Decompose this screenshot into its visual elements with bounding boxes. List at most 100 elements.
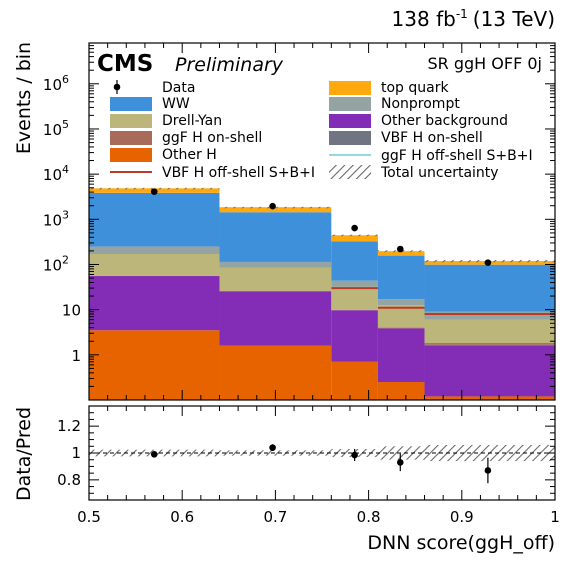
bar-top-2: [331, 235, 378, 242]
ratio-unc-band-3: [377, 446, 425, 460]
bar-nonprompt-3: [377, 299, 425, 306]
bar-WW-0: [89, 192, 220, 247]
bar-nonprompt-2: [331, 280, 378, 287]
bar-ggFon-3: [377, 327, 425, 329]
y-tick-label: 106: [43, 73, 69, 94]
bar-WW-2: [331, 241, 378, 281]
bar-WW-1: [219, 212, 332, 262]
ratio-point-2: [351, 448, 358, 462]
x-tick-label: 1: [550, 508, 560, 526]
legend-item-vbf-off: VBF H off-shell S+B+I: [110, 165, 315, 181]
legend-item-other-bkg: Other background: [329, 113, 508, 129]
y-tick-label: 102: [43, 253, 69, 274]
bar-otherH-0: [89, 330, 220, 400]
ratio-y-tick-label: 0.8: [57, 471, 81, 489]
data-point-3: [396, 245, 404, 253]
data-point-4: [484, 259, 492, 266]
svg-text:ggF H on-shell: ggF H on-shell: [162, 130, 262, 146]
y-tick-label: 103: [43, 208, 69, 229]
bar-nonprompt-0: [89, 246, 220, 254]
svg-text:top quark: top quark: [381, 80, 449, 96]
y-tick-label: 105: [43, 118, 69, 139]
bar-other_bkg-3: [377, 328, 425, 383]
ratio-point-3: [396, 453, 404, 472]
svg-text:Nonprompt: Nonprompt: [381, 96, 460, 112]
bar-other_bkg-0: [89, 276, 220, 331]
svg-text:WW: WW: [162, 96, 190, 112]
bar-DY-3: [377, 305, 425, 328]
legend-item-dy: Drell-Yan: [110, 113, 222, 129]
bar-other_bkg-4: [424, 345, 555, 397]
svg-text:Other background: Other background: [381, 113, 508, 129]
x-tick-label: 0.7: [263, 508, 287, 526]
bar-DY-1: [219, 267, 332, 292]
legend-item-data: Data: [113, 80, 195, 96]
svg-text:Other H: Other H: [162, 147, 217, 163]
bar-DY-0: [89, 253, 220, 276]
cms-label: CMS: [97, 51, 153, 77]
ratio-point-0: [150, 451, 158, 458]
main-x-ticks: [88, 43, 556, 400]
legend-item-ww: WW: [110, 96, 190, 112]
ratio-y-axis: 0.8 1 1.2: [57, 412, 555, 494]
legend-item-other-h: Other H: [110, 147, 217, 163]
lumi-label: 138 fb-1 (13 TeV): [392, 7, 555, 31]
bar-DY-2: [331, 286, 378, 310]
legend-item-ggf-on: ggF H on-shell: [110, 130, 262, 146]
data-points: [150, 188, 492, 266]
data-point-2: [351, 224, 358, 232]
bar-ggFon-4: [424, 344, 555, 346]
ratio-y-tick-label: 1.2: [57, 417, 81, 435]
ratio-points: [150, 444, 492, 484]
y-tick-label: 10: [62, 302, 81, 320]
y-axis-title: Events / bin: [13, 42, 35, 154]
bar-top-1: [219, 207, 332, 213]
svg-text:VBF H on-shell: VBF H on-shell: [381, 130, 483, 146]
x-tick-label: 0.8: [357, 508, 381, 526]
region-label: SR ggH OFF 0j: [428, 54, 543, 73]
x-axis-title: DNN score(ggH_off): [367, 532, 555, 554]
ratio-point-4: [484, 457, 492, 484]
legend-item-uncertainty: Total uncertainty: [329, 165, 499, 181]
bar-nonprompt-4: [424, 311, 555, 320]
y-tick-label: 1: [71, 347, 81, 365]
svg-text:Data: Data: [162, 80, 195, 96]
preliminary-label: Preliminary: [175, 54, 284, 76]
ratio-y-tick-label: 1: [71, 444, 81, 462]
legend: Data WW Drell-Yan ggF H on-shell Other H…: [110, 80, 533, 181]
ratio-y-axis-title: Data/Pred: [13, 407, 35, 501]
ratio-x-axis: 0.5 0.6 0.7 0.8 0.9 1: [77, 406, 560, 526]
bar-otherH-4: [424, 396, 555, 400]
svg-text:ggF H off-shell S+B+I: ggF H off-shell S+B+I: [381, 148, 533, 164]
bar-otherH-2: [331, 361, 378, 400]
legend-item-vbf-on: VBF H on-shell: [329, 130, 483, 146]
x-tick-label: 0.5: [77, 508, 101, 526]
bar-other_bkg-2: [331, 310, 378, 362]
bar-WW-4: [424, 264, 555, 312]
stacked-histogram: [89, 188, 555, 400]
ratio-point-1: [269, 444, 276, 451]
y-tick-label: 104: [43, 163, 69, 184]
legend-item-nonprompt: Nonprompt: [329, 96, 460, 112]
bar-otherH-3: [377, 382, 425, 400]
bar-other_bkg-1: [219, 291, 332, 346]
x-tick-label: 0.6: [170, 508, 194, 526]
legend-item-ggf-off: ggF H off-shell S+B+I: [329, 148, 533, 164]
legend-item-top: top quark: [329, 80, 449, 96]
bar-WW-3: [377, 255, 425, 300]
bar-nonprompt-1: [219, 261, 332, 268]
ratio-unc-band-1: [219, 450, 332, 456]
bar-DY-4: [424, 319, 555, 344]
data-point-0: [150, 188, 158, 195]
main-y-axis: 1 10 102 103 104 105 106: [43, 42, 555, 401]
x-tick-label: 0.9: [450, 508, 474, 526]
signal-lines: [331, 287, 555, 316]
svg-text:VBF H off-shell S+B+I: VBF H off-shell S+B+I: [162, 165, 315, 181]
unc-band-2: [331, 234, 378, 237]
svg-text:Drell-Yan: Drell-Yan: [162, 113, 222, 129]
bar-VBFon-4: [424, 343, 555, 345]
svg-text:Total uncertainty: Total uncertainty: [380, 165, 499, 181]
data-point-1: [269, 202, 276, 210]
bar-top-3: [377, 251, 425, 256]
